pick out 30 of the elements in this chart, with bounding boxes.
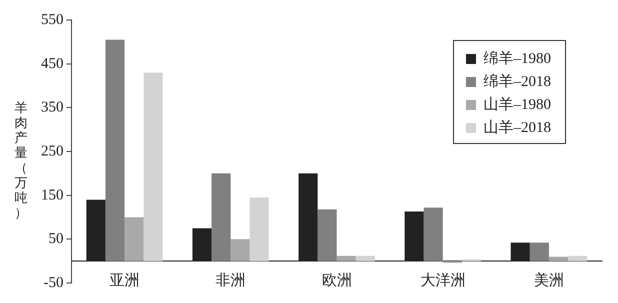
x-tick-label: 美洲: [534, 272, 564, 290]
legend-label: 山羊–2018: [484, 118, 551, 137]
legend-label: 绵羊–2018: [484, 72, 551, 91]
bar: [144, 72, 163, 262]
bar: [250, 198, 269, 262]
bar: [548, 256, 568, 262]
legend-label: 山羊–1980: [484, 96, 551, 114]
x-tick-label: 大洋洲: [420, 272, 466, 290]
y-tick-label: 150: [41, 187, 64, 204]
bar: [212, 173, 231, 262]
bar: [530, 242, 549, 262]
y-tick-label: 350: [41, 100, 64, 116]
legend-label: 绵羊–1980: [484, 50, 551, 68]
x-tick-label: 欧洲: [322, 272, 352, 290]
bar: [356, 256, 375, 262]
bar: [230, 239, 250, 262]
y-axis-title: 羊肉产量（万吨）: [14, 100, 28, 220]
bar: [105, 40, 125, 262]
bar: [424, 208, 443, 262]
y-tick-label: 250: [41, 143, 64, 160]
bar: [568, 256, 588, 262]
bar: [124, 217, 144, 262]
x-tick-label: 亚洲: [110, 272, 140, 290]
bar: [318, 209, 337, 262]
x-tick-label: 非洲: [216, 272, 246, 290]
bar: [336, 256, 356, 262]
y-tick-label: 450: [41, 56, 64, 72]
y-tick-label: 550: [41, 12, 64, 28]
y-tick-label: -50: [44, 274, 64, 291]
y-tick-label: 50: [48, 231, 64, 248]
